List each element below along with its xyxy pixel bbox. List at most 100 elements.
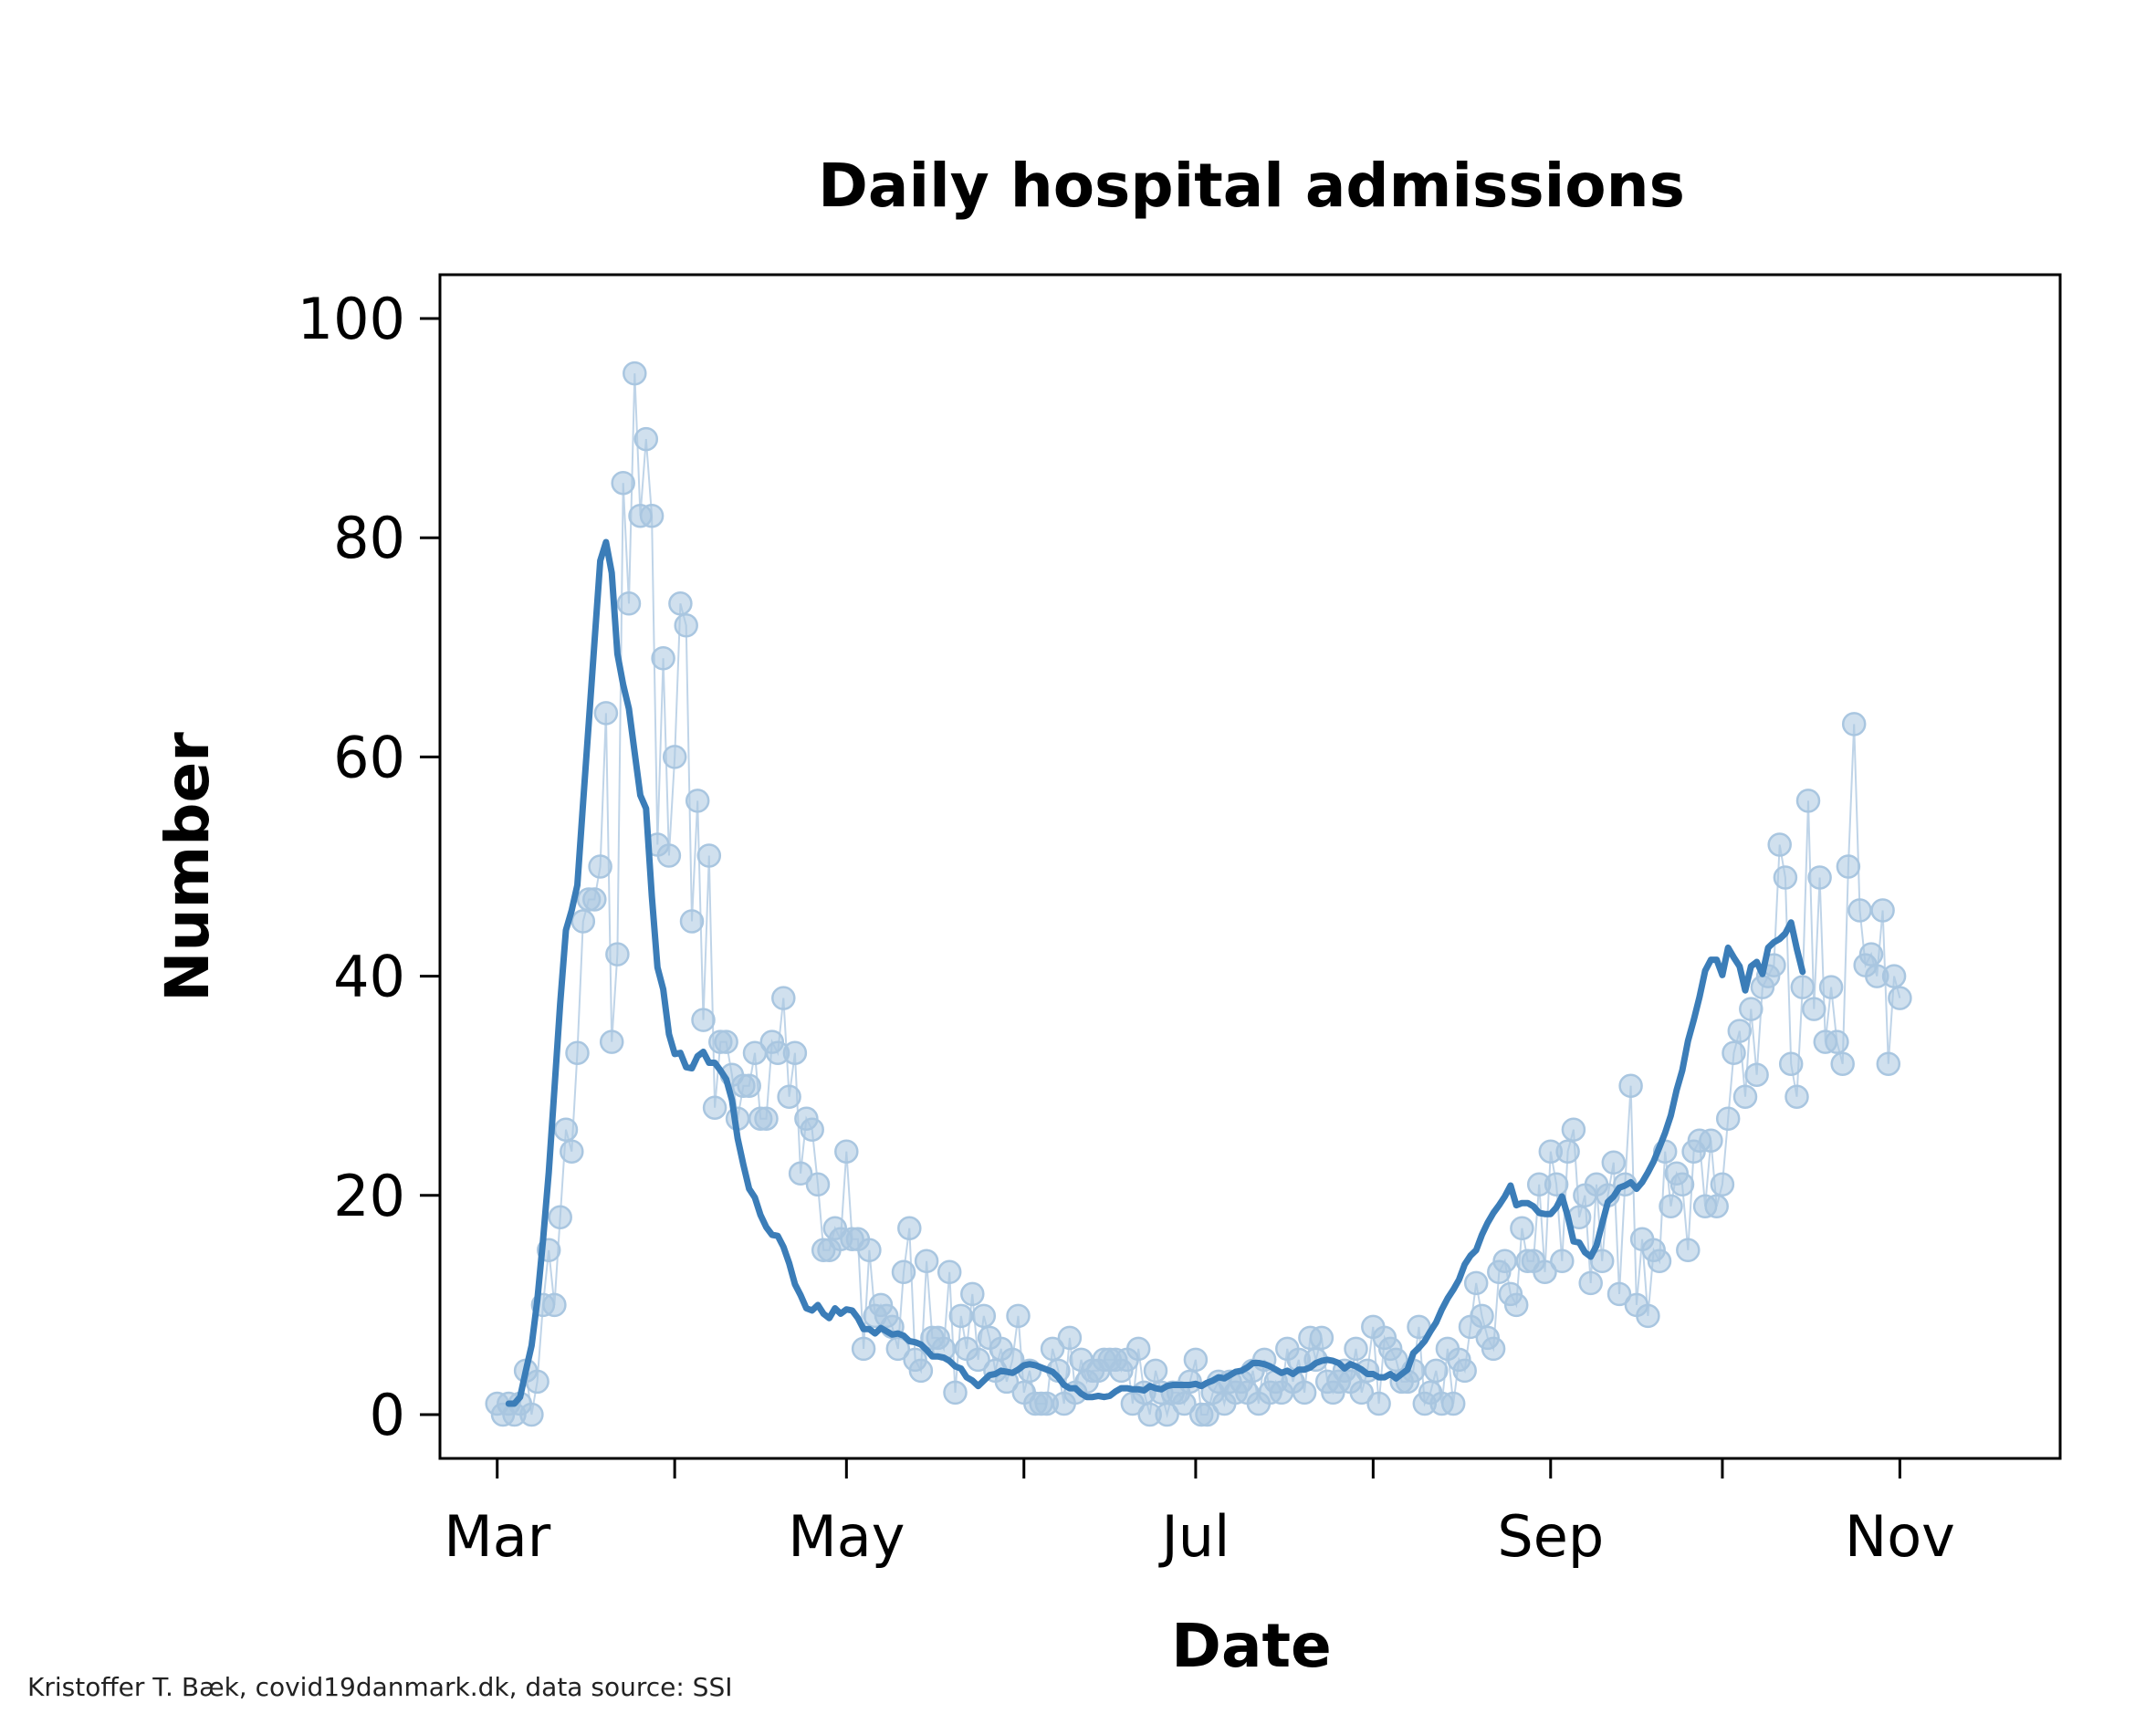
daily-point: [582, 887, 607, 912]
y-axis: 0 20 40 60 80 100: [298, 286, 440, 1448]
daily-point: [1481, 1336, 1506, 1362]
daily-point: [1452, 1358, 1477, 1384]
daily-point: [1470, 1303, 1494, 1329]
daily-point: [1669, 1172, 1695, 1197]
daily-point: [777, 1084, 801, 1109]
daily-point: [1715, 1106, 1741, 1131]
daily-point: [948, 1303, 974, 1329]
daily-point: [1739, 997, 1764, 1021]
daily-point: [1349, 1380, 1375, 1405]
daily-point: [1366, 1391, 1391, 1416]
daily-point: [1836, 854, 1861, 879]
rolling-average-line: [505, 538, 1806, 1407]
daily-point: [737, 1073, 761, 1098]
daily-point: [1155, 1402, 1179, 1427]
daily-point: [1841, 712, 1867, 737]
daily-point: [754, 1106, 779, 1131]
x-tick-label: May: [788, 1503, 905, 1570]
daily-point: [1440, 1391, 1466, 1416]
daily-point: [1727, 1019, 1753, 1043]
daily-point: [593, 701, 619, 726]
daily-point: [553, 1117, 579, 1142]
daily-point: [616, 591, 642, 616]
y-tick-label: 60: [333, 724, 405, 790]
x-tick-label: Nov: [1845, 1503, 1955, 1570]
y-axis-title: Number: [152, 732, 223, 1002]
daily-point: [788, 1161, 813, 1186]
daily-point: [1550, 1249, 1575, 1274]
daily-point: [1830, 1051, 1855, 1076]
daily-point: [1589, 1249, 1615, 1274]
daily-point: [1057, 1325, 1083, 1351]
daily-point: [668, 591, 693, 616]
y-tick-label: 20: [333, 1163, 405, 1229]
x-tick-label: Mar: [444, 1503, 550, 1570]
daily-point: [1503, 1292, 1529, 1318]
daily-point: [971, 1303, 997, 1329]
daily-point: [639, 503, 665, 528]
daily-point: [1510, 1216, 1534, 1241]
daily-point: [1195, 1402, 1219, 1427]
daily-point: [1492, 1249, 1517, 1274]
daily-point: [702, 1095, 727, 1120]
plot-frame: [438, 273, 2062, 1460]
daily-point: [1607, 1281, 1632, 1307]
daily-point: [1647, 1249, 1672, 1274]
daily-point: [1704, 1194, 1729, 1219]
daily-point: [1143, 1358, 1168, 1384]
daily-point: [1847, 898, 1872, 923]
daily-point: [1618, 1073, 1643, 1098]
daily-point: [1778, 1051, 1804, 1076]
daily-point: [1744, 1062, 1769, 1087]
daily-point: [691, 1008, 716, 1032]
daily-point: [1601, 1150, 1627, 1175]
y-tick-label: 0: [370, 1382, 405, 1448]
daily-point: [937, 1259, 962, 1285]
daily-point: [519, 1402, 544, 1427]
y-tick-label: 80: [333, 505, 405, 571]
daily-point: [1424, 1358, 1449, 1384]
daily-point: [800, 1117, 824, 1142]
daily-point: [1555, 1139, 1580, 1164]
daily-point: [525, 1369, 549, 1395]
daily-point: [570, 909, 596, 934]
daily-point: [771, 986, 796, 1010]
daily-admissions-series: [485, 360, 1912, 1427]
daily-point: [651, 646, 675, 671]
chart-title: Daily hospital admissions: [818, 151, 1685, 221]
daily-point: [966, 1347, 990, 1373]
daily-point: [623, 360, 647, 386]
daily-point: [1561, 1117, 1586, 1142]
daily-point: [1040, 1336, 1065, 1362]
daily-point: [805, 1172, 831, 1197]
daily-point: [1463, 1270, 1489, 1296]
daily-point: [885, 1336, 911, 1362]
daily-point: [1818, 975, 1844, 999]
daily-point: [696, 843, 722, 868]
source-caption: Kristoffer T. Bæk, covid19danmark.dk, da…: [27, 1672, 732, 1702]
y-tick-label: 100: [298, 286, 405, 352]
daily-point: [656, 843, 682, 868]
x-tick-label: Sep: [1497, 1503, 1604, 1570]
daily-point: [1006, 1303, 1031, 1329]
daily-point: [662, 745, 687, 769]
daily-point: [679, 909, 705, 934]
daily-point: [1533, 1259, 1557, 1285]
daily-point: [1183, 1347, 1209, 1373]
daily-point: [1676, 1238, 1701, 1263]
daily-point: [605, 942, 630, 966]
daily-point: [1784, 1084, 1809, 1109]
y-tick-label: 40: [333, 944, 405, 1010]
daily-point: [1825, 1029, 1849, 1054]
daily-point: [1802, 997, 1826, 1021]
daily-point: [1732, 1084, 1758, 1109]
daily-point: [542, 1292, 567, 1318]
daily-point: [1790, 975, 1816, 999]
daily-point: [565, 1040, 590, 1065]
daily-point: [1858, 942, 1884, 966]
daily-point: [834, 1139, 859, 1164]
daily-point: [1888, 986, 1912, 1010]
daily-point: [588, 854, 612, 879]
daily-point: [1795, 789, 1821, 813]
